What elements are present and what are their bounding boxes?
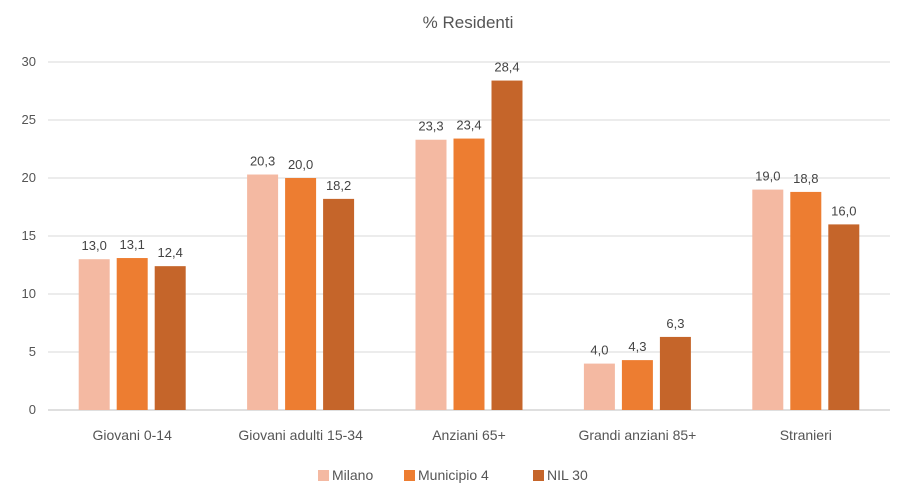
y-tick-label: 15 xyxy=(22,228,36,243)
bar xyxy=(621,360,653,410)
bar xyxy=(78,259,110,410)
legend-swatch xyxy=(533,470,544,481)
data-label: 20,3 xyxy=(250,154,275,169)
bar xyxy=(116,258,148,410)
bars xyxy=(78,80,860,410)
data-label: 16,0 xyxy=(831,203,856,218)
bar xyxy=(752,189,784,410)
y-tick-label: 30 xyxy=(22,54,36,69)
data-labels: 13,0 13,1 12,4 20,3 20,0 18,2 23,3 23,4 28,4 4,0 4… xyxy=(82,60,857,358)
legend: Milano Municipio 4 NIL 30 xyxy=(318,467,588,483)
x-axis: Giovani 0-14 Giovani adulti 15-34 Anziani … xyxy=(93,427,832,443)
data-label: 23,4 xyxy=(456,118,481,133)
x-tick-label: Anziani 65+ xyxy=(432,427,506,443)
chart-title: % Residenti xyxy=(423,13,514,32)
y-tick-label: 10 xyxy=(22,286,36,301)
bar xyxy=(285,178,317,410)
bar xyxy=(790,191,822,410)
x-tick-label: Stranieri xyxy=(780,427,832,443)
bar xyxy=(453,138,485,410)
legend-label: Municipio 4 xyxy=(418,467,489,483)
data-label: 6,3 xyxy=(666,316,684,331)
data-label: 20,0 xyxy=(288,157,313,172)
data-label: 18,8 xyxy=(793,171,818,186)
data-label: 13,1 xyxy=(120,237,145,252)
x-tick-label: Grandi anziani 85+ xyxy=(578,427,696,443)
bar xyxy=(323,198,355,410)
bar xyxy=(583,363,615,410)
data-label: 19,0 xyxy=(755,169,780,184)
legend-label: NIL 30 xyxy=(547,467,588,483)
data-label: 4,3 xyxy=(628,339,646,354)
data-label: 13,0 xyxy=(82,238,107,253)
y-tick-label: 5 xyxy=(29,344,36,359)
data-label: 18,2 xyxy=(326,178,351,193)
y-tick-label: 20 xyxy=(22,170,36,185)
bar xyxy=(828,224,860,410)
bar xyxy=(659,336,691,410)
data-label: 23,3 xyxy=(418,119,443,134)
legend-label: Milano xyxy=(332,467,373,483)
data-label: 12,4 xyxy=(158,245,183,260)
y-tick-label: 25 xyxy=(22,112,36,127)
data-label: 28,4 xyxy=(494,60,519,75)
bar xyxy=(415,139,447,410)
legend-swatch xyxy=(404,470,415,481)
data-label: 4,0 xyxy=(590,343,608,358)
x-tick-label: Giovani adulti 15-34 xyxy=(238,427,363,443)
bar xyxy=(154,266,186,410)
bar xyxy=(491,80,523,410)
bar xyxy=(247,174,279,410)
x-tick-label: Giovani 0-14 xyxy=(93,427,173,443)
y-tick-label: 0 xyxy=(29,402,36,417)
legend-swatch xyxy=(318,470,329,481)
